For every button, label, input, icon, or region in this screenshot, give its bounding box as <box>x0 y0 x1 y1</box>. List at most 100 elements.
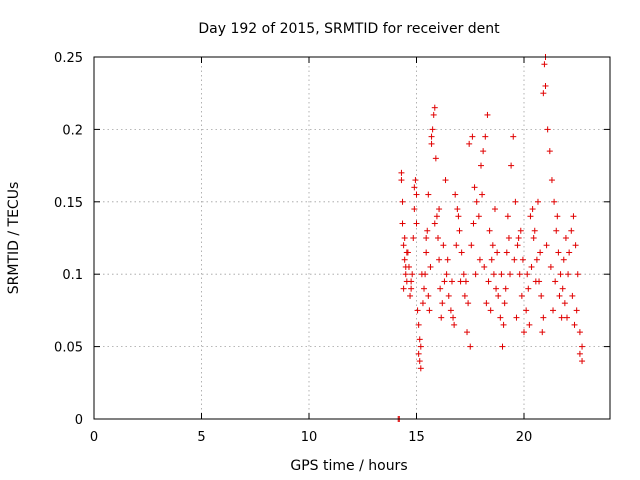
data-point <box>423 249 430 256</box>
data-point <box>511 256 518 263</box>
data-point <box>570 213 577 220</box>
data-point <box>569 292 576 299</box>
data-point <box>566 249 573 256</box>
data-point <box>427 263 434 270</box>
data-point <box>425 292 432 299</box>
data-point <box>400 242 407 249</box>
data-point <box>544 126 551 133</box>
data-point <box>542 82 549 89</box>
data-point <box>541 61 548 68</box>
data-point <box>414 307 421 314</box>
y-tick-label: 0.1 <box>62 268 83 283</box>
x-tick-label: 10 <box>301 430 318 445</box>
y-tick-label: 0.25 <box>54 51 83 66</box>
data-point <box>411 206 418 213</box>
data-point <box>559 285 566 292</box>
y-tick-label: 0 <box>75 413 83 428</box>
data-point <box>574 271 581 278</box>
data-point <box>533 256 540 263</box>
data-point <box>437 285 444 292</box>
data-point <box>514 242 521 249</box>
data-point <box>540 314 547 321</box>
data-point <box>416 336 423 343</box>
data-point <box>428 140 435 147</box>
data-point <box>457 278 464 285</box>
data-point <box>444 256 451 263</box>
data-point <box>424 227 431 234</box>
data-point <box>476 256 483 263</box>
data-point <box>557 271 564 278</box>
data-point <box>432 155 439 162</box>
data-point <box>558 314 565 321</box>
grid-lines <box>94 57 610 419</box>
data-point <box>460 271 467 278</box>
data-point <box>431 220 438 227</box>
data-point <box>429 126 436 133</box>
data-point <box>480 148 487 155</box>
data-point <box>408 285 415 292</box>
data-point <box>554 213 561 220</box>
data-point <box>495 292 502 299</box>
data-point <box>512 198 519 205</box>
data-point <box>507 271 514 278</box>
data-point <box>576 350 583 357</box>
x-tick-labels: 0 5 10 15 20 <box>90 430 532 445</box>
data-point <box>453 242 460 249</box>
data-point <box>497 314 504 321</box>
x-tick-label: 20 <box>516 430 533 445</box>
data-point <box>431 104 438 111</box>
data-point <box>398 169 405 176</box>
data-point <box>518 292 525 299</box>
data-point <box>521 329 527 336</box>
data-point <box>439 300 446 307</box>
data-point <box>410 235 417 241</box>
data-point <box>515 235 522 241</box>
data-point <box>452 191 459 198</box>
data-point <box>401 235 408 241</box>
data-point <box>547 263 554 270</box>
data-point <box>532 278 539 285</box>
data-point <box>435 235 441 241</box>
data-point <box>482 133 489 140</box>
data-point <box>398 177 405 184</box>
data-point <box>426 307 433 314</box>
data-point <box>571 321 578 328</box>
data-point <box>466 140 473 147</box>
data-point <box>505 235 512 241</box>
data-point <box>526 321 533 328</box>
data-point <box>473 198 480 205</box>
data-point <box>419 300 426 307</box>
data-point <box>550 307 557 314</box>
data-point <box>409 271 416 278</box>
data-point <box>428 133 435 140</box>
data-point <box>555 249 562 256</box>
data-point <box>468 242 475 249</box>
axis-ticks <box>93 56 610 420</box>
data-point <box>548 177 555 184</box>
data-point <box>447 307 454 314</box>
data-point <box>436 256 443 263</box>
data-point <box>415 321 422 328</box>
data-point <box>415 350 422 357</box>
data-point <box>504 213 511 220</box>
data-point <box>438 314 445 321</box>
data-point <box>461 292 468 299</box>
data-point <box>546 148 553 155</box>
data-point <box>423 235 430 241</box>
y-tick-label: 0.05 <box>54 341 83 356</box>
x-tick-label: 5 <box>197 430 205 445</box>
data-point <box>445 292 452 299</box>
data-point <box>493 285 500 292</box>
data-point <box>530 235 537 241</box>
data-point <box>519 256 526 263</box>
data-point <box>565 271 572 278</box>
data-point <box>572 242 579 249</box>
data-point <box>458 249 465 256</box>
x-tick-label: 15 <box>408 430 425 445</box>
data-point <box>503 249 510 256</box>
data-point <box>441 278 448 285</box>
data-point <box>430 111 437 118</box>
data-point <box>450 314 457 321</box>
data-point <box>408 278 415 285</box>
data-point <box>537 249 544 256</box>
